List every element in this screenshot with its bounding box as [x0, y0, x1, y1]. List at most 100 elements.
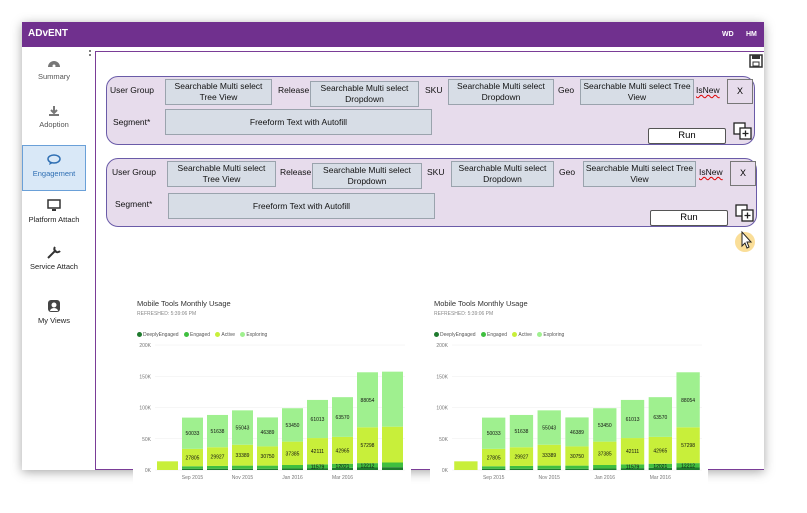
- bar-segment: [482, 468, 506, 470]
- bar-segment: [593, 465, 617, 469]
- bar-segment: [509, 447, 534, 466]
- bar-segment: [482, 466, 506, 469]
- segment-label: Segment*: [113, 117, 151, 127]
- bar-segment: [382, 467, 403, 470]
- sidebar-item-platform-attach[interactable]: Platform Attach: [22, 199, 86, 239]
- bar-segment: [454, 461, 478, 470]
- x-tick-label: Nov 2015: [539, 475, 561, 481]
- bar-segment: [676, 372, 700, 428]
- bar-data-label: 88054: [681, 398, 695, 404]
- release-select[interactable]: Searchable Multi select Dropdown: [312, 163, 422, 189]
- main-panel: User Group Searchable Multi select Tree …: [95, 51, 764, 487]
- x-tick-label: Mar 2016: [332, 475, 353, 481]
- filter-panel-1: User Group Searchable Multi select Tree …: [106, 76, 755, 145]
- y-tick-label: 150K: [139, 374, 151, 380]
- close-filter-button[interactable]: X: [727, 79, 753, 104]
- bar-segment: [282, 465, 303, 469]
- chart-title: Mobile Tools Monthly Usage: [137, 299, 231, 308]
- bar-segment: [509, 414, 534, 448]
- bar-data-label: 55043: [236, 426, 250, 432]
- user-button-wd[interactable]: WD: [722, 31, 734, 38]
- sidebar-item-label: Platform Attach: [28, 215, 80, 224]
- user-button-hm[interactable]: HM: [746, 31, 757, 38]
- geo-select[interactable]: Searchable Multi select Tree View: [580, 79, 694, 105]
- bar-segment: [648, 467, 672, 470]
- legend-item: Exploring: [543, 332, 565, 338]
- chat-icon: [47, 154, 61, 165]
- sidebar-item-service-attach[interactable]: Service Attach: [22, 245, 86, 285]
- bar-segment: [509, 465, 534, 469]
- bar-segment: [182, 468, 203, 470]
- segment-label: Segment*: [115, 199, 153, 209]
- bar-segment: [332, 397, 353, 437]
- bar-segment: [357, 463, 378, 468]
- geo-select[interactable]: Searchable Multi select Tree View: [583, 161, 696, 187]
- bar-segment: [537, 465, 561, 469]
- run-button[interactable]: Run: [650, 210, 728, 226]
- bar-data-label: 12212: [681, 463, 695, 469]
- bar-data-label: 63570: [653, 415, 667, 421]
- legend-item: Engaged: [486, 332, 508, 338]
- save-icon[interactable]: [749, 54, 763, 68]
- bar-segment: [565, 465, 589, 469]
- bar-segment: [357, 467, 378, 470]
- sidebar-item-summary[interactable]: Summary: [22, 57, 86, 87]
- x-tick-label: Nov 2015: [232, 475, 254, 481]
- segment-input[interactable]: Freeform Text with Autofill: [165, 109, 432, 135]
- bar-segment: [232, 468, 253, 470]
- user-group-select[interactable]: Searchable Multi select Tree View: [167, 161, 276, 187]
- bar-segment: [565, 446, 589, 466]
- sidebar-item-label: My Views: [38, 316, 70, 325]
- bar-data-label: 29927: [514, 455, 528, 461]
- bar-data-label: 55043: [542, 426, 556, 432]
- x-tick-label: Jan 2016: [594, 475, 615, 481]
- copy-panel-icon[interactable]: [735, 203, 755, 223]
- sidebar-item-engagement[interactable]: Engagement: [22, 145, 86, 191]
- bar-data-label: 11579: [311, 464, 325, 470]
- bar-data-label: 12021: [653, 464, 667, 470]
- y-tick-label: 50K: [439, 437, 449, 443]
- release-select[interactable]: Searchable Multi select Dropdown: [310, 81, 419, 107]
- chart-subtitle: REFRESHED: 5:39:06 PM: [434, 311, 494, 317]
- y-tick-label: 0K: [442, 468, 449, 474]
- bar-segment: [207, 447, 228, 466]
- bar-data-label: 27805: [186, 456, 200, 462]
- sku-select[interactable]: Searchable Multi select Dropdown: [448, 79, 554, 105]
- bar-segment: [307, 468, 328, 470]
- sidebar-item-label: Engagement: [32, 169, 76, 178]
- chart-card-2: Mobile Tools Monthly Usage REFRESHED: 5:…: [430, 297, 708, 487]
- bar-segment: [257, 446, 278, 466]
- segment-input[interactable]: Freeform Text with Autofill: [168, 193, 435, 219]
- bar-segment: [620, 399, 645, 439]
- user-group-select[interactable]: Searchable Multi select Tree View: [165, 79, 272, 105]
- bar-data-label: 46389: [570, 430, 584, 436]
- bar-segment: [207, 465, 228, 469]
- x-tick-label: Mar 2016: [650, 475, 671, 481]
- bar-data-label: 42111: [626, 449, 639, 455]
- close-filter-button[interactable]: X: [730, 161, 756, 186]
- filter-panel-2: User Group Searchable Multi select Tree …: [106, 158, 757, 227]
- copy-panel-icon[interactable]: [733, 121, 753, 141]
- bar-segment: [593, 468, 617, 470]
- bar-data-label: 42965: [653, 448, 667, 454]
- sidebar-item-adoption[interactable]: Adoption: [22, 105, 86, 135]
- bar-data-label: 51638: [211, 429, 225, 435]
- bar-segment: [282, 441, 303, 465]
- sku-select[interactable]: Searchable Multi select Dropdown: [451, 161, 554, 187]
- bar-data-label: 63570: [336, 415, 350, 421]
- sidebar-item-my-views[interactable]: My Views: [22, 299, 86, 331]
- chart-title: Mobile Tools Monthly Usage: [434, 299, 528, 308]
- chart-legend: DeeplyEngaged Engaged Active Exploring: [434, 332, 568, 338]
- run-button[interactable]: Run: [648, 128, 726, 144]
- bar-segment: [648, 463, 672, 468]
- app-title: ADvENT: [28, 28, 69, 39]
- collapse-handle-icon[interactable]: [88, 49, 92, 59]
- bar-segment: [357, 427, 378, 464]
- bar-segment: [232, 444, 253, 466]
- bar-segment: [307, 399, 328, 439]
- bar-segment: [307, 438, 328, 465]
- bar-segment: [282, 468, 303, 470]
- bar-segment: [307, 464, 328, 469]
- person-icon: [48, 300, 60, 312]
- sidebar-item-label: Service Attach: [30, 262, 78, 271]
